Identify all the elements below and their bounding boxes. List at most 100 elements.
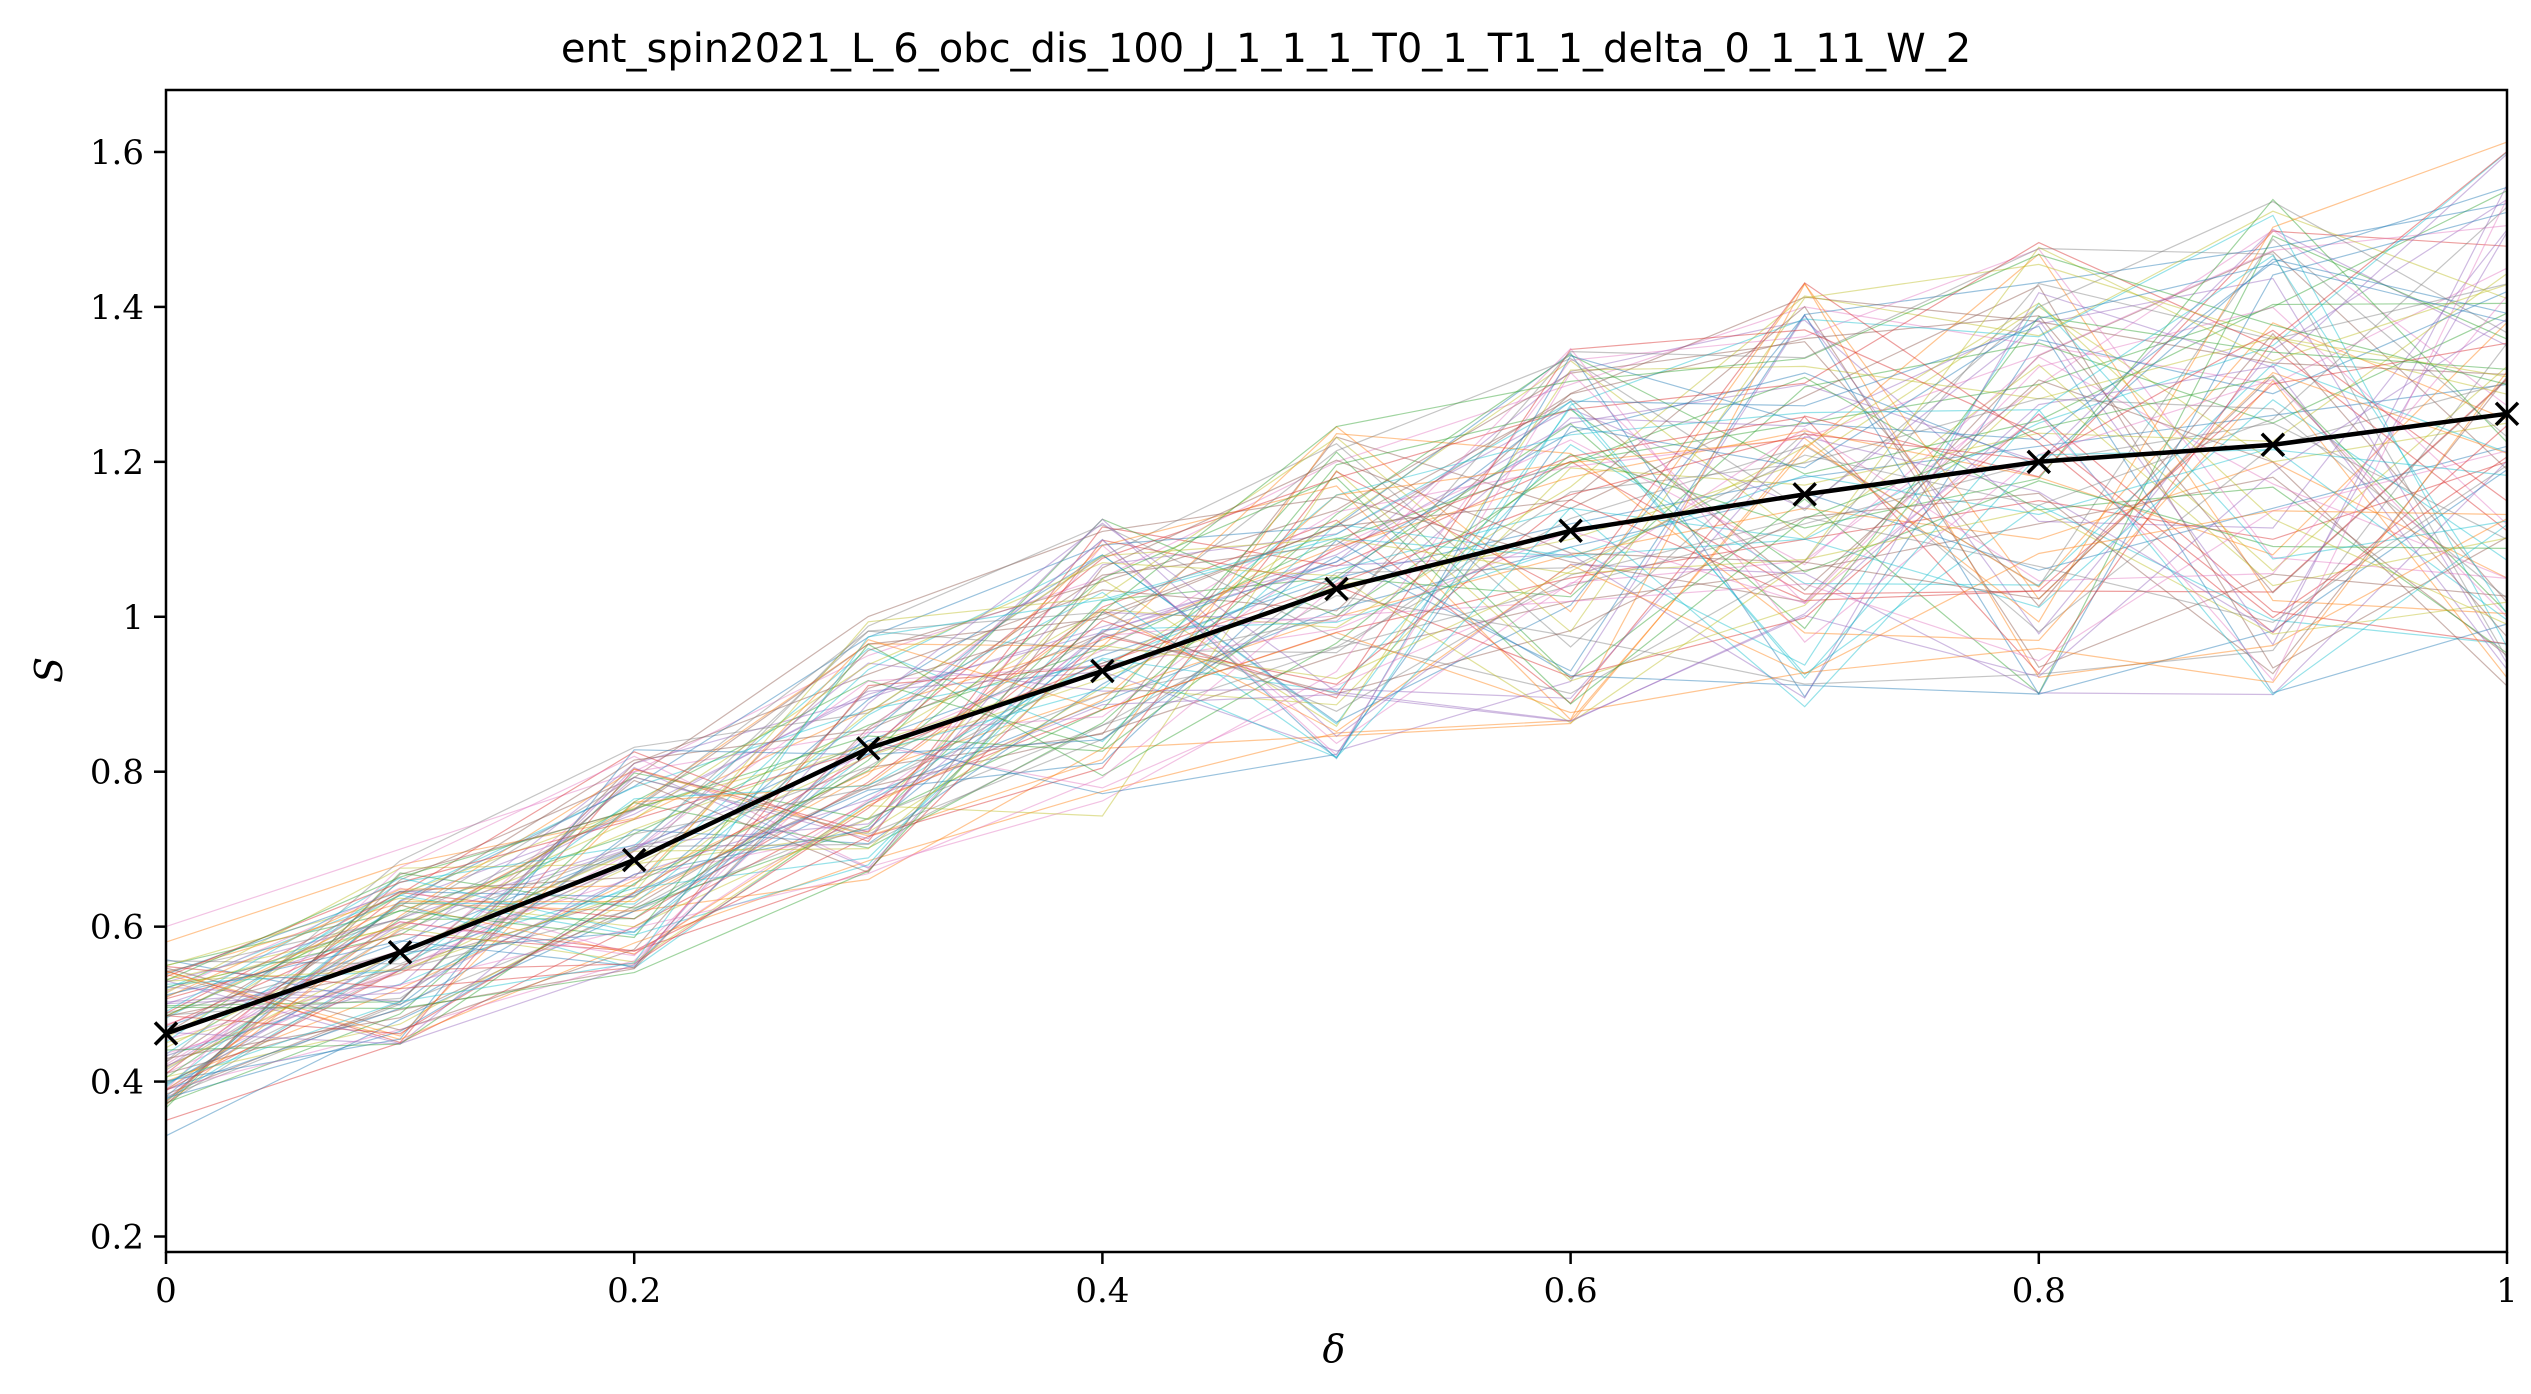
realization-line-86 <box>165 305 2508 1031</box>
realization-line-83 <box>165 376 2508 1051</box>
realization-line-75 <box>165 231 2508 1045</box>
mean-marker-5 <box>1324 576 1349 602</box>
realization-line-40 <box>165 399 2508 1043</box>
mean-marker-stroke <box>856 736 881 761</box>
realization-line-70 <box>165 214 2508 1088</box>
realization-line-91 <box>165 263 2508 1086</box>
realization-line-5 <box>165 228 2508 1005</box>
mean-marker-7 <box>1792 482 1817 507</box>
realization-line-11 <box>165 445 2508 1137</box>
realization-line-81 <box>165 186 2508 996</box>
realization-line-95 <box>165 318 2508 1045</box>
mean-marker-3 <box>856 736 881 761</box>
realization-line-97 <box>165 198 2508 1066</box>
realization-line-31 <box>165 291 2508 1098</box>
realization-line-3 <box>165 190 2508 966</box>
mean-marker-stroke <box>621 847 647 873</box>
x-tick-label: 0 <box>155 1271 177 1311</box>
mean-marker-stroke <box>1558 518 1583 544</box>
realization-line-84 <box>165 329 2508 1092</box>
realization-line-2 <box>165 461 2508 1083</box>
realization-line-36 <box>165 296 2508 1095</box>
y-tick-label: 0.8 <box>90 753 144 793</box>
realization-line-39 <box>165 337 2508 967</box>
realization-line-18 <box>165 238 2508 1084</box>
realization-line-8 <box>165 422 2508 1098</box>
mean-marker-stroke <box>1324 576 1349 602</box>
y-tick-label: 0.6 <box>90 908 144 948</box>
realization-line-92 <box>165 371 2508 999</box>
realization-line-24 <box>165 378 2508 1044</box>
mean-marker-9 <box>2260 432 2286 458</box>
mean-marker-8 <box>2026 449 2052 475</box>
realization-line-20 <box>165 406 2508 1057</box>
realization-line-6 <box>165 476 2508 1067</box>
realization-line-51 <box>165 211 2508 1099</box>
realization-line-71 <box>165 325 2508 1082</box>
realization-line-64 <box>165 151 2508 990</box>
realization-line-76 <box>165 379 2508 1106</box>
realization-line-60 <box>165 302 2508 1101</box>
y-axis-label: S <box>27 657 71 683</box>
realization-line-90 <box>165 448 2508 985</box>
realization-line-99 <box>165 302 2508 1069</box>
realization-line-14 <box>165 230 2508 1014</box>
realization-line-56 <box>165 315 2508 1074</box>
realization-line-25 <box>165 198 2508 1101</box>
realization-line-43 <box>165 302 2508 988</box>
realization-line-7 <box>165 267 2508 928</box>
y-tick-label: 0.4 <box>90 1063 144 1103</box>
realization-line-55 <box>165 277 2508 1003</box>
x-tick-label: 0.4 <box>1075 1271 1129 1311</box>
y-tick-label: 1 <box>122 598 144 638</box>
realization-line-73 <box>165 198 2508 1017</box>
mean-marker-stroke <box>387 939 413 965</box>
realization-line-74 <box>165 282 2508 1027</box>
realization-line-85 <box>165 365 2508 1005</box>
realization-line-42 <box>165 379 2508 1106</box>
realization-lines <box>165 141 2508 1137</box>
realization-line-4 <box>165 461 2508 1121</box>
realization-line-68 <box>165 200 2508 1014</box>
realization-line-82 <box>165 510 2508 1037</box>
x-tick-label: 0.8 <box>2012 1271 2066 1311</box>
realization-line-29 <box>165 273 2508 994</box>
realization-line-62 <box>165 282 2508 1091</box>
realization-line-12 <box>165 321 2508 943</box>
realization-line-65 <box>165 153 2508 983</box>
realization-line-72 <box>165 141 2508 1017</box>
mean-marker-6 <box>1558 518 1583 544</box>
realization-line-78 <box>165 206 2508 997</box>
realization-line-58 <box>165 397 2508 1071</box>
realization-line-33 <box>165 376 2508 1079</box>
realization-line-48 <box>165 342 2508 1105</box>
realization-line-1 <box>165 383 2508 1028</box>
realization-line-19 <box>165 360 2508 981</box>
realization-line-28 <box>165 381 2508 1062</box>
realization-line-26 <box>165 250 2508 1103</box>
realization-line-38 <box>165 282 2508 965</box>
realization-line-30 <box>165 363 2508 1055</box>
y-tick-label: 1.6 <box>90 133 144 173</box>
realization-line-45 <box>165 184 2508 1002</box>
realization-line-94 <box>165 329 2508 1035</box>
realization-line-47 <box>165 248 2508 1090</box>
x-tick-label: 0.2 <box>607 1271 661 1311</box>
realization-line-53 <box>165 408 2508 1104</box>
realization-line-80 <box>165 409 2508 1013</box>
realization-line-63 <box>165 315 2508 982</box>
mean-marker-1 <box>387 939 413 965</box>
realization-line-17 <box>165 229 2508 1026</box>
realization-line-59 <box>165 508 2508 1078</box>
realization-line-16 <box>165 284 2508 1060</box>
mean-marker-stroke <box>1792 482 1817 507</box>
mean-marker-stroke <box>1090 658 1115 684</box>
plot-frame <box>164 88 2509 1254</box>
y-tick-label: 0.2 <box>90 1218 144 1258</box>
realization-line-50 <box>165 446 2508 1019</box>
realization-line-96 <box>165 374 2508 1017</box>
realization-line-52 <box>165 282 2508 1102</box>
x-tick-label: 0.6 <box>1544 1271 1598 1311</box>
realization-line-93 <box>165 253 2508 1010</box>
